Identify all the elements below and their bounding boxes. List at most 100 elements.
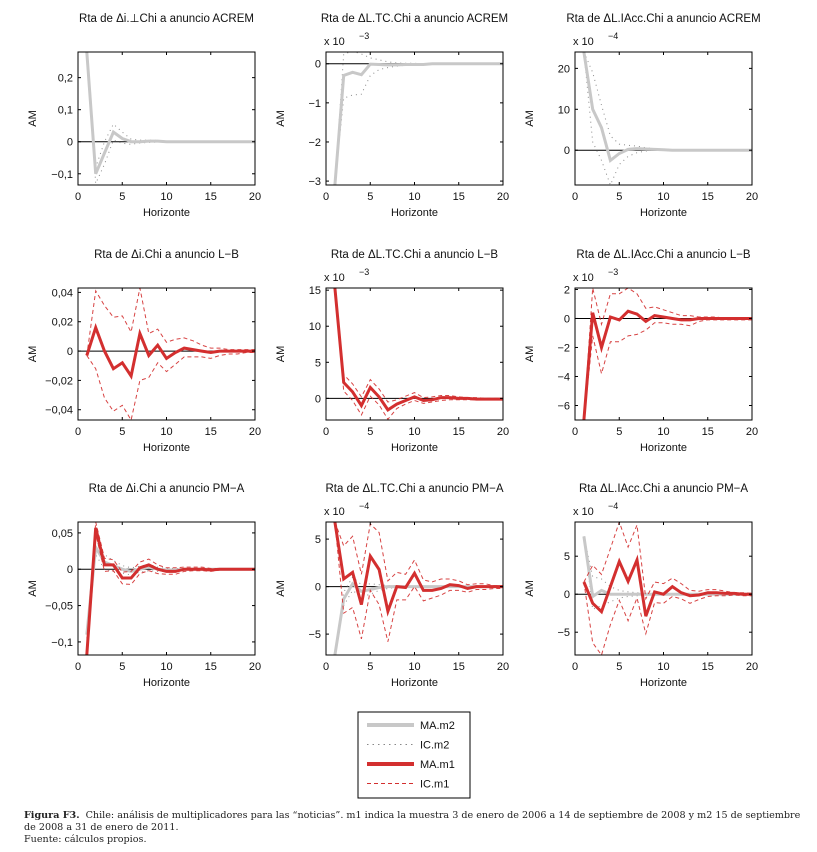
x-tick-label: 0 xyxy=(75,191,81,203)
x-tick-label: 10 xyxy=(657,191,669,203)
y-tick-label: −0,1 xyxy=(51,169,73,181)
y-tick-label: 0,04 xyxy=(52,287,73,299)
caption-label: Figura F3. xyxy=(24,810,80,821)
x-tick-label: 10 xyxy=(408,191,420,203)
y-axis-label: AM xyxy=(275,580,287,597)
y-tick-label: 10 xyxy=(558,104,570,116)
x-axis-label: Horizonte xyxy=(391,677,438,689)
y-tick-label: 0 xyxy=(315,59,321,71)
series-ic-m2-lower xyxy=(583,536,752,611)
series-ma-m1 xyxy=(85,527,255,655)
y-tick-label: 0 xyxy=(67,346,73,358)
x-tick-label: 0 xyxy=(323,661,329,673)
series-ic-m2-lower xyxy=(86,553,255,639)
x-tick-label: 20 xyxy=(497,426,509,438)
y-tick-label: −0,04 xyxy=(45,405,73,417)
y-axis-label: AM xyxy=(27,580,39,597)
x-tick-label: 20 xyxy=(746,426,758,438)
x-tick-label: 5 xyxy=(119,191,125,203)
series-ic-m1-upper xyxy=(86,522,255,655)
x-tick-label: 10 xyxy=(160,191,172,203)
y-tick-label: 0 xyxy=(564,145,570,157)
series-ma-m2 xyxy=(582,52,752,163)
y-tick-label: 0 xyxy=(315,393,321,405)
x-tick-label: 15 xyxy=(702,426,714,438)
series-ic-m2-upper xyxy=(86,52,255,168)
series-ic-m1-lower xyxy=(86,533,255,655)
x-tick-label: 5 xyxy=(119,661,125,673)
axis-multiplier: x 10 xyxy=(573,272,594,284)
panel-title: Rta de ΔL.TC.Chi a anuncio ACREM xyxy=(321,13,508,25)
y-tick-label: −0,02 xyxy=(45,375,73,387)
x-tick-label: 0 xyxy=(572,426,578,438)
panel-7: Rta de Δi.Chi a anuncio PM−A 0 5 10 15 20 −0,1… xyxy=(27,483,261,689)
axis-multiplier: x 10 xyxy=(573,36,594,48)
y-tick-label: 5 xyxy=(315,357,321,369)
panel-9: Rta ΔL.IAcc.Chi a anuncio PM−A x 10 −4 0 5 10… xyxy=(524,483,758,689)
y-tick-label: 0,1 xyxy=(58,105,73,117)
x-tick-label: 10 xyxy=(160,661,172,673)
legend-label: IC.m2 xyxy=(420,740,449,752)
x-tick-label: 20 xyxy=(497,661,509,673)
y-tick-label: −5 xyxy=(557,627,570,639)
series-ma-m1 xyxy=(333,522,503,617)
y-axis-label: AM xyxy=(27,346,39,363)
y-tick-label: −4 xyxy=(557,371,570,383)
legend-label: IC.m1 xyxy=(420,779,449,791)
series-ic-m1-upper xyxy=(583,288,752,420)
x-tick-label: 20 xyxy=(746,191,758,203)
series-group xyxy=(333,522,503,655)
x-tick-label: 20 xyxy=(249,426,261,438)
series-ma-m1 xyxy=(85,323,255,380)
x-axis-label: Horizonte xyxy=(143,442,190,454)
y-tick-label: 5 xyxy=(315,534,321,546)
series-ic-m1-lower xyxy=(583,581,752,655)
series-ic-m1-upper xyxy=(334,522,503,587)
y-tick-label: −2 xyxy=(557,342,570,354)
series-ic-m1-lower xyxy=(334,288,503,420)
y-tick-label: −2 xyxy=(308,137,321,149)
plot-frame xyxy=(574,521,753,656)
series-ic-m1-upper xyxy=(86,288,255,356)
series-ma-m1 xyxy=(582,309,752,420)
series-ic-m1-lower xyxy=(334,522,503,642)
y-axis-label: AM xyxy=(524,110,536,127)
x-tick-label: 0 xyxy=(323,191,329,203)
panel-1: Rta de Δi.⊥Chi a anuncio ACREM 0 5 10 15 20 −0… xyxy=(27,13,261,219)
series-ma-m1 xyxy=(582,554,752,617)
x-axis-label: Horizonte xyxy=(391,442,438,454)
x-axis-label: Horizonte xyxy=(640,207,687,219)
axis-multiplier: x 10 xyxy=(324,272,345,284)
y-tick-label: 20 xyxy=(558,63,570,75)
x-tick-label: 15 xyxy=(453,191,465,203)
y-axis-label: AM xyxy=(275,110,287,127)
y-tick-label: 0 xyxy=(67,564,73,576)
y-tick-label: −1 xyxy=(308,98,321,110)
y-tick-label: −3 xyxy=(308,176,321,188)
series-ic-m2-upper xyxy=(583,52,752,151)
series-ic-m2-lower xyxy=(334,63,503,185)
axis-multiplier-exponent: −4 xyxy=(608,31,618,41)
y-tick-label: 0 xyxy=(67,137,73,149)
plot-frame xyxy=(574,287,753,421)
series-ic-m1-upper xyxy=(334,288,503,403)
series-ma-m1 xyxy=(333,288,503,412)
x-tick-label: 15 xyxy=(702,661,714,673)
x-tick-label: 5 xyxy=(119,426,125,438)
axis-multiplier-exponent: −3 xyxy=(359,267,369,277)
axis-multiplier: x 10 xyxy=(324,506,345,518)
y-tick-label: −0,1 xyxy=(51,637,73,649)
panel-title: Rta de Δi.Chi a anuncio PM−A xyxy=(89,483,245,495)
x-tick-label: 10 xyxy=(408,661,420,673)
axis-multiplier-exponent: −4 xyxy=(359,501,369,511)
series-ic-m1-lower xyxy=(583,319,752,420)
y-axis-label: AM xyxy=(524,346,536,363)
y-tick-label: 0 xyxy=(564,589,570,601)
x-tick-label: 0 xyxy=(572,191,578,203)
y-axis-label: AM xyxy=(275,346,287,363)
series-ic-m1-lower xyxy=(86,352,255,420)
series-ma-m2 xyxy=(85,52,255,175)
x-tick-label: 10 xyxy=(657,661,669,673)
